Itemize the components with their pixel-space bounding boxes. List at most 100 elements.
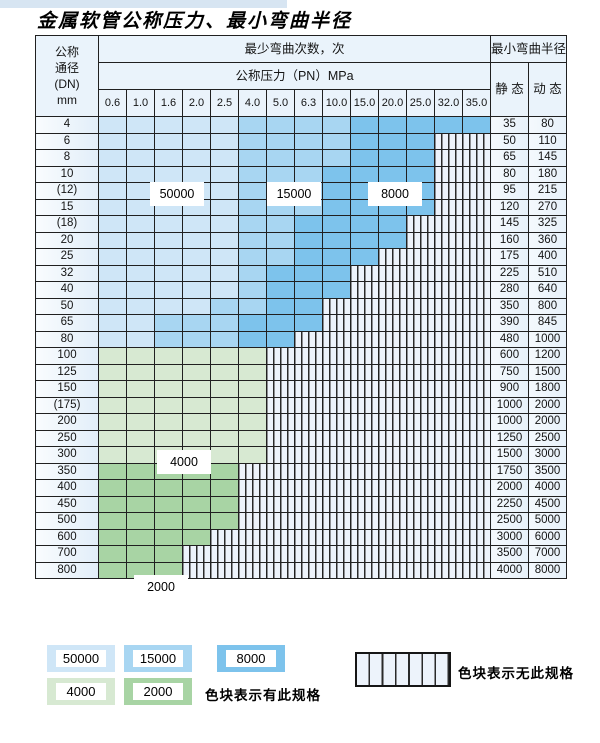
spec-cell [182,396,211,414]
dn-cell: 700 [35,545,99,563]
no-spec-cell [182,545,211,563]
spec-cell [126,429,155,447]
spec-cell [378,231,407,249]
no-spec-cell [406,396,435,414]
dn-cell: 40 [35,281,99,299]
no-spec-cell [294,495,323,513]
dn-cell: 80 [35,330,99,348]
no-spec-cell [462,380,491,398]
spec-cell [154,231,183,249]
pressure-column-header: 1.0 [126,89,155,117]
spec-cell [126,528,155,546]
no-spec-cell [322,512,351,530]
no-spec-cell [378,462,407,480]
legend-swatch-8000: 8000 [217,645,285,672]
spec-cell [182,281,211,299]
dynamic-radius-cell: 3500 [527,462,568,480]
spec-cell [238,314,267,332]
spec-cell [210,182,239,200]
dynamic-radius-cell: 2000 [527,413,568,431]
no-spec-cell [350,314,379,332]
no-spec-cell [378,413,407,431]
no-spec-cell [294,545,323,563]
dn-cell: 250 [35,429,99,447]
dn-header-line: (DN) [54,77,80,91]
dn-cell: 20 [35,231,99,249]
no-spec-cell [406,330,435,348]
dn-cell: (12) [35,182,99,200]
no-spec-cell [294,512,323,530]
spec-cell [406,132,435,150]
dn-cell: (175) [35,396,99,414]
dn-cell: 25 [35,248,99,266]
no-spec-cell [434,132,463,150]
no-spec-cell [406,495,435,513]
no-spec-cell [322,429,351,447]
dynamic-radius-cell: 640 [527,281,568,299]
no-spec-cell [462,182,491,200]
spec-cell [238,264,267,282]
dn-cell: 100 [35,347,99,365]
spec-cell [154,116,183,134]
pressure-column-header: 15.0 [350,89,379,117]
spec-cell [266,231,295,249]
static-radius-cell: 1250 [490,429,529,447]
no-spec-cell [434,528,463,546]
spec-cell [182,429,211,447]
spec-cell [98,396,127,414]
pressure-column-header: 2.5 [210,89,239,117]
spec-cell [154,248,183,266]
static-radius-cell: 280 [490,281,529,299]
no-spec-cell [462,231,491,249]
dynamic-radius-cell: 1200 [527,347,568,365]
pressure-column-header: 4.0 [238,89,267,117]
no-spec-cell [350,413,379,431]
spec-cell [98,545,127,563]
spec-cell [182,215,211,233]
spec-cell [126,396,155,414]
spec-cell [238,380,267,398]
no-spec-cell [434,215,463,233]
no-spec-cell [350,429,379,447]
spec-cell [126,116,155,134]
spec-cell [126,347,155,365]
dn-cell: 800 [35,561,99,579]
no-spec-cell [238,561,267,579]
spec-cell [210,165,239,183]
spec-cell [210,363,239,381]
spec-cell [238,413,267,431]
static-radius-cell: 390 [490,314,529,332]
static-radius-cell: 4000 [490,561,529,579]
no-spec-cell [294,330,323,348]
spec-cell [238,347,267,365]
spec-cell [238,281,267,299]
spec-cell [238,198,267,216]
spec-cell [182,149,211,167]
spec-cell [154,363,183,381]
static-radius-cell: 175 [490,248,529,266]
table-row: 80 480 1000 [35,330,568,348]
legend-swatch-label: 2000 [133,683,183,700]
pressure-column-header: 10.0 [322,89,351,117]
spec-cell [126,264,155,282]
no-spec-cell [210,545,239,563]
dynamic-radius-cell: 4500 [527,495,568,513]
dynamic-radius-cell: 5000 [527,512,568,530]
spec-cell [126,215,155,233]
spec-cell [210,116,239,134]
no-spec-cell [378,297,407,315]
legend-swatch-label: 15000 [133,650,183,667]
table-row: 150 900 1800 [35,380,568,398]
table-row: 25 175 400 [35,248,568,266]
no-spec-cell [462,281,491,299]
legend-swatch-label: 8000 [226,650,276,667]
spec-cell [238,446,267,464]
table-row: 8 65 145 [35,149,568,167]
spec-cell [126,363,155,381]
no-spec-cell [406,429,435,447]
spec-cell [182,512,211,530]
table-row: 500 2500 5000 [35,512,568,530]
spec-cell [266,281,295,299]
no-spec-cell [434,281,463,299]
dynamic-radius-cell: 1500 [527,363,568,381]
